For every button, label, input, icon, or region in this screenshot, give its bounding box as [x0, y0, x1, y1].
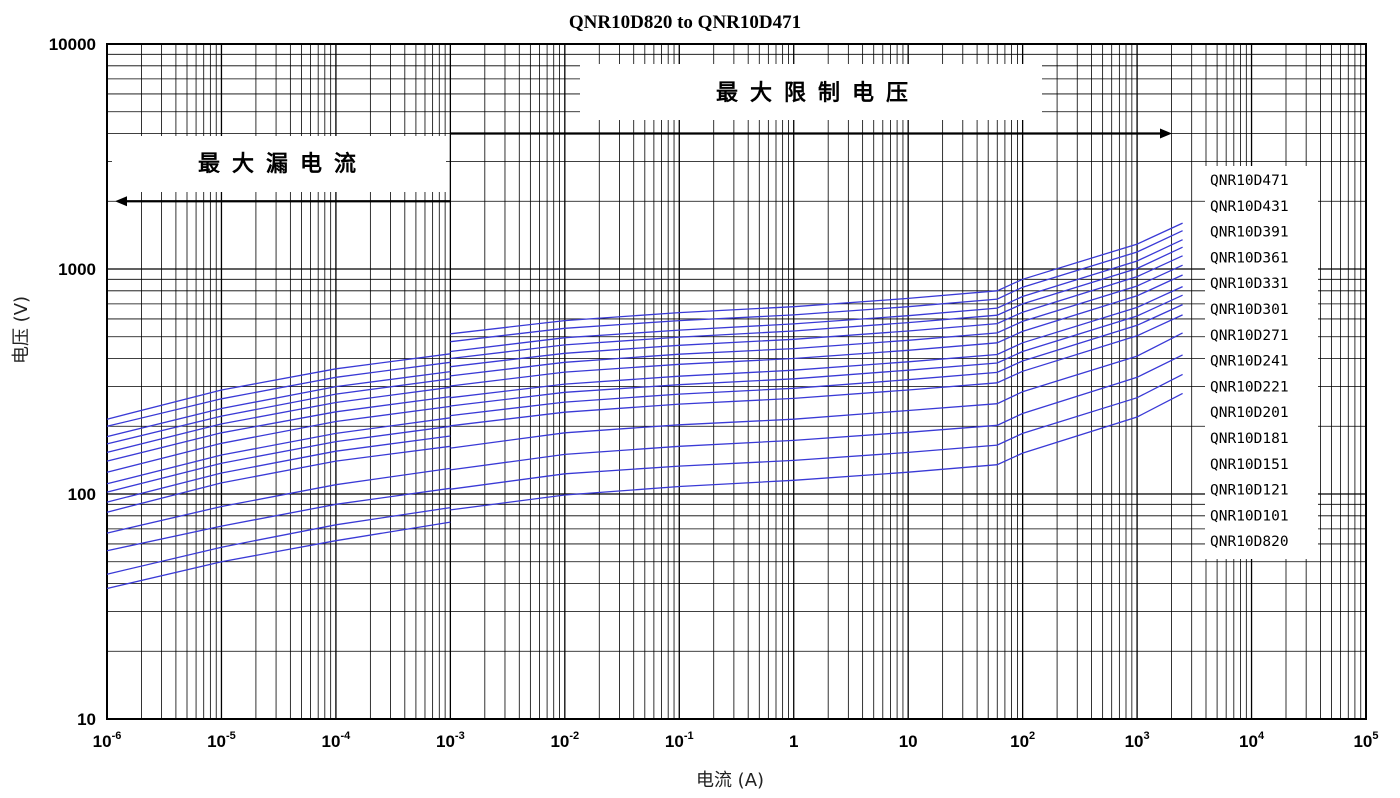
- series-line-QNR10D331: [106, 255, 1183, 454]
- y-tick-label: 10: [77, 710, 96, 729]
- x-tick-label: 10: [899, 732, 918, 751]
- series-line-QNR10D471: [106, 222, 1183, 420]
- x-tick-labels: 10-6 10-5 10-4 10-3 10-2 10-1 1 10 102 103 104 105: [93, 730, 1379, 751]
- y-tick-label: 1000: [58, 260, 96, 279]
- series-line-QNR10D101: [106, 373, 1183, 575]
- leakage-arrowhead: [115, 196, 127, 207]
- legend: QNR10D471 QNR10D431 QNR10D391 QNR10D361 QNR1…: [1205, 166, 1318, 559]
- series-line-QNR10D820: [106, 392, 1183, 590]
- legend-entry: QNR10D151: [1210, 457, 1289, 473]
- series-lines: [106, 222, 1183, 590]
- plot-area: [106, 43, 1367, 720]
- legend-entry: QNR10D181: [1210, 431, 1289, 447]
- x-tick-label: 10-6: [93, 730, 122, 751]
- leakage-label-box: [112, 136, 446, 192]
- y-axis-label: 电压 (V): [11, 296, 32, 364]
- legend-box: [1205, 166, 1318, 559]
- plot-frame: [106, 43, 1367, 720]
- series-line-QNR10D151: [106, 332, 1183, 534]
- x-tick-label: 1: [789, 732, 798, 751]
- y-tick-labels: 10 100 1000 10000: [49, 35, 96, 729]
- legend-entry: QNR10D391: [1210, 225, 1289, 241]
- x-tick-label: 10-4: [322, 730, 352, 751]
- series-line-QNR10D361: [106, 246, 1183, 445]
- series-line-QNR10D271: [106, 274, 1183, 473]
- x-tick-label: 10-5: [207, 730, 236, 751]
- series-line-QNR10D201: [106, 304, 1183, 503]
- series-line-QNR10D241: [106, 286, 1183, 485]
- x-tick-label: 105: [1353, 730, 1378, 751]
- series-line-QNR10D301: [106, 264, 1183, 462]
- series-line-QNR10D121: [106, 354, 1183, 552]
- legend-entry: QNR10D331: [1210, 276, 1289, 292]
- x-tick-label: 104: [1239, 730, 1265, 751]
- x-tick-label: 10-2: [550, 730, 579, 751]
- y-tick-label: 100: [68, 485, 96, 504]
- x-tick-label: 102: [1010, 730, 1035, 751]
- legend-entry: QNR10D241: [1210, 354, 1289, 370]
- legend-entry: QNR10D121: [1210, 483, 1289, 499]
- series-line-QNR10D181: [106, 314, 1183, 513]
- legend-entry: QNR10D201: [1210, 405, 1289, 421]
- chart-title: QNR10D820 to QNR10D471: [569, 12, 801, 33]
- x-tick-label: 10-1: [665, 730, 694, 751]
- legend-entry: QNR10D820: [1210, 534, 1289, 550]
- clamp-label-box: [580, 64, 1042, 120]
- clamp-region-label: 最大限制电压: [716, 81, 920, 106]
- legend-entry: QNR10D431: [1210, 199, 1289, 215]
- region-annotations: 最大漏电流 最大限制电压: [112, 64, 1172, 207]
- legend-entry: QNR10D221: [1210, 379, 1289, 395]
- series-line-QNR10D391: [106, 239, 1183, 438]
- x-tick-label: 103: [1125, 730, 1150, 751]
- series-line-QNR10D221: [106, 294, 1183, 493]
- series-line-QNR10D431: [106, 230, 1183, 427]
- y-tick-label: 10000: [49, 35, 96, 54]
- legend-entry: QNR10D361: [1210, 250, 1289, 266]
- x-tick-label: 10-3: [436, 730, 465, 751]
- clamp-arrowhead: [1160, 128, 1172, 139]
- legend-entry: QNR10D271: [1210, 328, 1289, 344]
- legend-entry: QNR10D301: [1210, 302, 1289, 318]
- legend-entry: QNR10D471: [1210, 173, 1289, 189]
- leakage-region-label: 最大漏电流: [198, 151, 368, 177]
- x-axis-label: 电流 (A): [696, 770, 764, 791]
- legend-entry: QNR10D101: [1210, 508, 1289, 524]
